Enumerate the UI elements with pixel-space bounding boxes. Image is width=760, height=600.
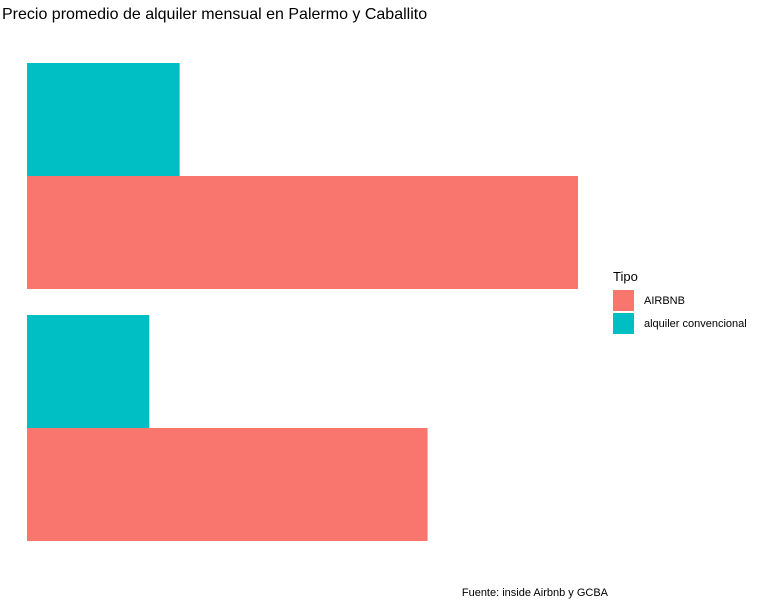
legend-swatch-alquiler-convencional xyxy=(613,313,634,334)
bar-alquiler-convencional-group-1 xyxy=(27,63,180,176)
bar-airbnb-group-2 xyxy=(27,428,428,541)
legend-item-alquiler-convencional: alquiler convencional xyxy=(613,312,747,335)
legend: Tipo AIRBNB alquiler convencional xyxy=(613,269,747,335)
bar-alquiler-convencional-group-2 xyxy=(27,315,150,428)
legend-swatch-airbnb xyxy=(613,290,634,311)
legend-label-airbnb: AIRBNB xyxy=(644,294,685,307)
bar-airbnb-group-1 xyxy=(27,176,578,289)
legend-title: Tipo xyxy=(613,269,638,284)
legend-item-airbnb: AIRBNB xyxy=(613,289,747,312)
legend-label-alquiler-convencional: alquiler convencional xyxy=(644,317,747,330)
chart-title: Precio promedio de alquiler mensual en P… xyxy=(2,6,428,23)
chart-caption: Fuente: inside Airbnb y GCBA xyxy=(461,587,608,599)
